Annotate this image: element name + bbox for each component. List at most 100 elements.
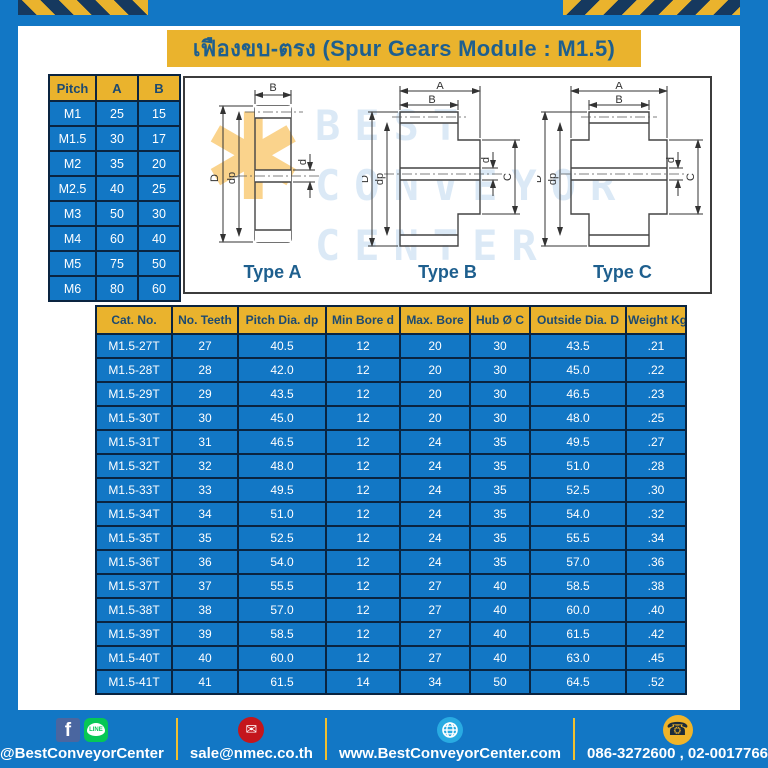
- table-cell: 43.5: [237, 381, 327, 407]
- table-cell: 33: [171, 477, 239, 503]
- table-cell: M1.5-28T: [95, 357, 173, 383]
- table-cell: 12: [325, 621, 401, 647]
- table-cell: 12: [325, 381, 401, 407]
- svg-text:d: d: [480, 157, 492, 163]
- table-cell: 24: [399, 429, 471, 455]
- table-cell: M1.5-32T: [95, 453, 173, 479]
- table-row: M1.5-36T 36 54.0 12 24 35 57.0.36: [95, 549, 687, 575]
- table-row: M1.5-40T 40 60.0 12 27 40 63.0.45: [95, 645, 687, 671]
- table-row: M4 60 40: [48, 225, 181, 252]
- table-cell: 43.5: [529, 333, 627, 359]
- column-header: Max. Bore: [399, 305, 471, 335]
- table-cell: M6: [48, 275, 97, 302]
- globe-icon[interactable]: [436, 716, 463, 743]
- footer-social[interactable]: f LINE @BestConveyorCenter: [0, 716, 164, 762]
- pitch-table: Pitch A B M1 25 15 M1.5 30 17 M2 35 20 M2.5 40 25 M3 50…: [48, 74, 181, 302]
- table-cell: 30: [469, 381, 531, 407]
- table-cell: 35: [469, 549, 531, 575]
- table-cell: M1.5-31T: [95, 429, 173, 455]
- table-cell: 40: [171, 645, 239, 671]
- table-cell: 12: [325, 405, 401, 431]
- table-cell: 37: [171, 573, 239, 599]
- table-cell: 14: [325, 669, 401, 695]
- table-cell: 12: [325, 645, 401, 671]
- table-row: M1.5-34T 34 51.0 12 24 35 54.0.32: [95, 501, 687, 527]
- table-cell: 49.5: [237, 477, 327, 503]
- table-cell: .21: [625, 333, 687, 359]
- line-icon[interactable]: LINE: [83, 717, 108, 742]
- table-cell: 58.5: [529, 573, 627, 599]
- svg-text:d: d: [297, 159, 309, 165]
- table-cell: 34: [171, 501, 239, 527]
- table-cell: 52.5: [237, 525, 327, 551]
- table-cell: 75: [95, 250, 139, 277]
- table-cell: .23: [625, 381, 687, 407]
- table-row: M1.5-35T 35 52.5 12 24 35 55.5.34: [95, 525, 687, 551]
- table-cell: 40: [469, 621, 531, 647]
- footer-website[interactable]: www.BestConveyorCenter.com: [339, 716, 561, 762]
- table-cell: .22: [625, 357, 687, 383]
- table-cell: .34: [625, 525, 687, 551]
- table-cell: 60.0: [529, 597, 627, 623]
- table-cell: .52: [625, 669, 687, 695]
- table-cell: M5: [48, 250, 97, 277]
- table-cell: 51.0: [237, 501, 327, 527]
- phone-icon[interactable]: ☎: [662, 714, 693, 745]
- table-cell: 20: [399, 405, 471, 431]
- social-handle[interactable]: @BestConveyorCenter: [0, 745, 164, 762]
- column-header: Min Bore d: [325, 305, 401, 335]
- facebook-icon[interactable]: f: [55, 717, 80, 742]
- envelope-icon[interactable]: ✉: [238, 716, 265, 743]
- table-row: M1.5-29T 29 43.5 12 20 30 46.5.23: [95, 381, 687, 407]
- table-row: M1.5-27T 27 40.5 12 20 30 43.5.21: [95, 333, 687, 359]
- column-header: Pitch Dia. dp: [237, 305, 327, 335]
- footer-email[interactable]: ✉ sale@nmec.co.th: [190, 716, 313, 762]
- column-header: A: [95, 74, 139, 102]
- table-cell: 32: [171, 453, 239, 479]
- table-cell: 35: [469, 525, 531, 551]
- table-cell: M1.5-38T: [95, 597, 173, 623]
- svg-text:dp: dp: [226, 172, 238, 184]
- table-row: M1.5-41T 41 61.5 14 34 50 64.5.52: [95, 669, 687, 695]
- table-cell: 12: [325, 525, 401, 551]
- table-cell: M3: [48, 200, 97, 227]
- table-cell: 12: [325, 357, 401, 383]
- table-cell: 80: [95, 275, 139, 302]
- table-cell: M1.5-29T: [95, 381, 173, 407]
- table-row: M1 25 15: [48, 100, 181, 127]
- table-cell: 45.0: [529, 357, 627, 383]
- svg-text:D: D: [537, 175, 544, 183]
- table-cell: M1.5-41T: [95, 669, 173, 695]
- type-a-column: B D dp d Type A: [185, 78, 360, 292]
- table-cell: M1.5-40T: [95, 645, 173, 671]
- type-c-diagram: A B D dp d C: [537, 82, 703, 247]
- table-cell: 50: [137, 250, 181, 277]
- website-url[interactable]: www.BestConveyorCenter.com: [338, 745, 561, 762]
- page-title: เฟืองขบ-ตรง (Spur Gears Module : M1.5): [192, 36, 616, 61]
- table-cell: 20: [137, 150, 181, 177]
- table-cell: 40: [95, 175, 139, 202]
- table-cell: 57.0: [237, 597, 327, 623]
- table-cell: 35: [95, 150, 139, 177]
- table-cell: 60.0: [237, 645, 327, 671]
- table-cell: .27: [625, 429, 687, 455]
- footer-divider: [324, 718, 327, 760]
- table-cell: .36: [625, 549, 687, 575]
- table-cell: 35: [469, 453, 531, 479]
- phone-numbers[interactable]: 086-3272600 , 02-0017766: [587, 745, 768, 762]
- footer-phone[interactable]: ☎ 086-3272600 , 02-0017766: [587, 714, 768, 762]
- table-row: M1.5-37T 37 55.5 12 27 40 58.5.38: [95, 573, 687, 599]
- table-cell: 20: [399, 357, 471, 383]
- column-header: Outside Dia. D: [529, 305, 627, 335]
- table-cell: 58.5: [237, 621, 327, 647]
- right-frame-bar: [740, 0, 768, 768]
- table-cell: 24: [399, 501, 471, 527]
- table-cell: M4: [48, 225, 97, 252]
- type-c-column: A B D dp d C: [535, 78, 710, 292]
- svg-text:A: A: [615, 82, 623, 92]
- table-cell: 20: [399, 381, 471, 407]
- footer: f LINE @BestConveyorCenter ✉ sale@nmec.c…: [0, 710, 768, 768]
- hazard-stripes-left: [0, 0, 148, 15]
- svg-text:D: D: [362, 175, 371, 183]
- email-address[interactable]: sale@nmec.co.th: [189, 745, 313, 762]
